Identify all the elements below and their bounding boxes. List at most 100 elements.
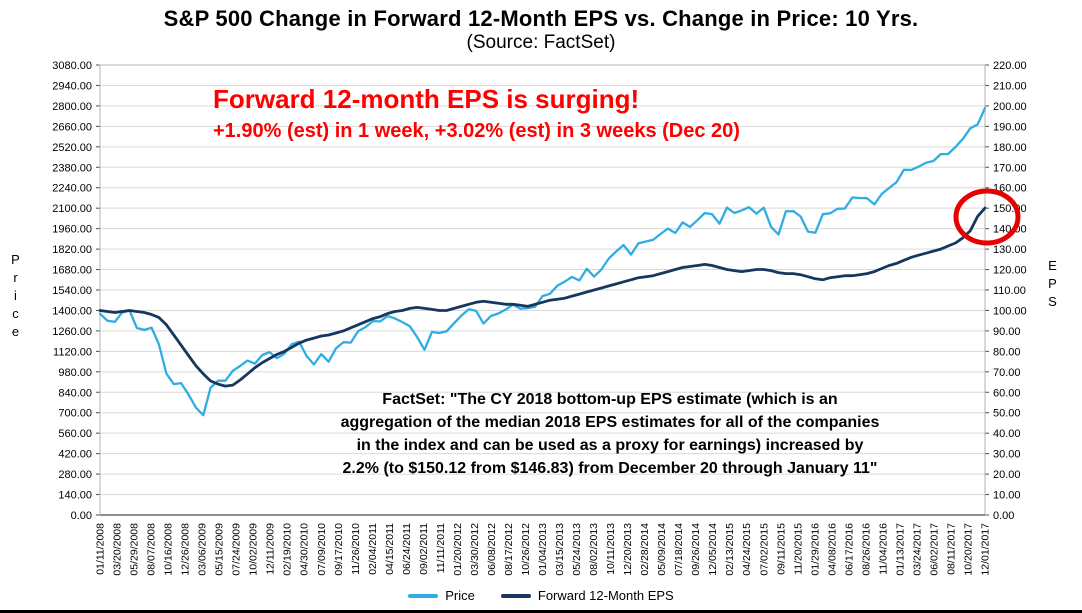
quote-line-4: 2.2% (to $150.12 from $146.83) from Dece… <box>342 460 878 477</box>
svg-text:2660.00: 2660.00 <box>52 121 92 133</box>
svg-text:08/11/2017: 08/11/2017 <box>945 523 957 575</box>
series-lines <box>98 106 987 417</box>
svg-text:04/15/2011: 04/15/2011 <box>384 523 396 575</box>
svg-text:06/08/2012: 06/08/2012 <box>486 523 498 576</box>
svg-text:05/15/2009: 05/15/2009 <box>214 523 226 576</box>
svg-text:01/29/2016: 01/29/2016 <box>809 523 821 576</box>
svg-text:140.00: 140.00 <box>58 490 92 502</box>
svg-text:10/26/2012: 10/26/2012 <box>520 523 532 576</box>
svg-text:04/24/2015: 04/24/2015 <box>741 523 753 576</box>
svg-text:12/01/2017: 12/01/2017 <box>980 523 992 576</box>
annotation-eps-surging: Forward 12-month EPS is surging! <box>213 84 640 114</box>
svg-text:03/15/2013: 03/15/2013 <box>554 523 566 576</box>
svg-text:04/30/2010: 04/30/2010 <box>299 523 311 576</box>
svg-text:210.00: 210.00 <box>993 80 1027 92</box>
svg-text:1260.00: 1260.00 <box>52 326 92 338</box>
legend-item-price: Price <box>408 588 475 603</box>
svg-text:05/29/2008: 05/29/2008 <box>129 523 141 576</box>
svg-text:90.00: 90.00 <box>993 326 1021 338</box>
right-axis-label: EPS <box>1045 258 1060 312</box>
svg-text:20.00: 20.00 <box>993 469 1021 481</box>
svg-text:50.00: 50.00 <box>993 408 1021 420</box>
svg-text:07/24/2009: 07/24/2009 <box>231 523 243 576</box>
svg-text:09/17/2010: 09/17/2010 <box>333 523 345 576</box>
svg-text:1120.00: 1120.00 <box>53 346 92 358</box>
svg-text:30.00: 30.00 <box>993 449 1021 461</box>
svg-text:09/02/2011: 09/02/2011 <box>418 523 430 575</box>
svg-text:12/20/2013: 12/20/2013 <box>622 523 634 576</box>
svg-text:980.00: 980.00 <box>58 367 92 379</box>
svg-text:02/13/2015: 02/13/2015 <box>724 523 736 576</box>
svg-text:420.00: 420.00 <box>58 449 92 461</box>
svg-text:03/20/2008: 03/20/2008 <box>112 523 124 576</box>
svg-text:06/24/2011: 06/24/2011 <box>401 523 413 575</box>
left-axis-ticks: 0.00 140.00 280.00 420.00 560.00 700.00 840.00… <box>52 60 100 522</box>
svg-text:10.00: 10.00 <box>993 490 1021 502</box>
svg-text:0.00: 0.00 <box>71 510 92 522</box>
svg-text:110.00: 110.00 <box>993 285 1026 297</box>
svg-text:200.00: 200.00 <box>993 101 1027 113</box>
svg-text:02/19/2010: 02/19/2010 <box>282 523 294 576</box>
right-axis-ticks: 0.00 10.00 20.00 30.00 40.00 50.00 60.00 70.00 8… <box>985 60 1027 522</box>
svg-text:08/17/2012: 08/17/2012 <box>503 523 515 576</box>
x-axis-ticks: 01/11/2008 03/20/2008 05/29/2008 08/07/2008… <box>95 523 992 576</box>
svg-text:1400.00: 1400.00 <box>52 305 92 317</box>
svg-text:09/26/2014: 09/26/2014 <box>690 523 702 576</box>
svg-text:2520.00: 2520.00 <box>52 142 92 154</box>
svg-text:560.00: 560.00 <box>58 428 92 440</box>
svg-text:1540.00: 1540.00 <box>52 285 92 297</box>
svg-text:2240.00: 2240.00 <box>52 183 92 195</box>
svg-text:180.00: 180.00 <box>993 142 1027 154</box>
svg-text:170.00: 170.00 <box>993 162 1027 174</box>
svg-text:01/20/2012: 01/20/2012 <box>452 523 464 576</box>
svg-text:03/30/2012: 03/30/2012 <box>469 523 481 576</box>
svg-text:12/11/2009: 12/11/2009 <box>265 523 277 575</box>
svg-text:0.00: 0.00 <box>993 510 1014 522</box>
annotation-factset-quote: FactSet: "The CY 2018 bottom-up EPS esti… <box>288 388 932 480</box>
svg-text:02/28/2014: 02/28/2014 <box>639 523 651 576</box>
price-line-swatch <box>408 593 439 598</box>
svg-text:3080.00: 3080.00 <box>52 60 92 72</box>
svg-text:09/11/2015: 09/11/2015 <box>775 523 787 575</box>
svg-text:1680.00: 1680.00 <box>52 265 92 277</box>
svg-text:07/02/2015: 07/02/2015 <box>758 523 770 576</box>
quote-line-1: FactSet: "The CY 2018 bottom-up EPS esti… <box>382 391 838 408</box>
quote-line-2: aggregation of the median 2018 EPS estim… <box>340 414 880 431</box>
svg-text:08/02/2013: 08/02/2013 <box>588 523 600 576</box>
svg-text:06/17/2016: 06/17/2016 <box>843 523 855 576</box>
svg-text:01/11/2008: 01/11/2008 <box>95 523 107 575</box>
svg-text:120.00: 120.00 <box>993 265 1027 277</box>
svg-text:04/08/2016: 04/08/2016 <box>826 523 838 576</box>
svg-text:08/26/2016: 08/26/2016 <box>860 523 872 576</box>
svg-text:10/16/2008: 10/16/2008 <box>163 523 175 576</box>
svg-text:10/20/2017: 10/20/2017 <box>962 523 974 576</box>
svg-text:1820.00: 1820.00 <box>52 244 92 256</box>
legend-item-eps: Forward 12-Month EPS <box>500 588 674 603</box>
svg-text:11/20/2015: 11/20/2015 <box>792 523 804 575</box>
left-axis-label: Price <box>8 252 23 342</box>
svg-text:220.00: 220.00 <box>993 60 1027 72</box>
svg-text:07/09/2010: 07/09/2010 <box>316 523 328 576</box>
svg-text:06/02/2017: 06/02/2017 <box>928 523 940 576</box>
eps-highlight-circle <box>953 188 1021 246</box>
chart-title: S&P 500 Change in Forward 12-Month EPS v… <box>163 6 919 31</box>
svg-text:190.00: 190.00 <box>993 121 1027 133</box>
svg-text:10/02/2009: 10/02/2009 <box>248 523 260 576</box>
eps-highlight <box>953 188 1021 246</box>
svg-text:11/11/2011: 11/11/2011 <box>435 523 447 573</box>
svg-text:03/06/2009: 03/06/2009 <box>197 523 209 576</box>
svg-text:08/07/2008: 08/07/2008 <box>146 523 158 576</box>
svg-text:2940.00: 2940.00 <box>52 80 92 92</box>
svg-text:840.00: 840.00 <box>58 387 92 399</box>
svg-text:80.00: 80.00 <box>993 346 1021 358</box>
svg-text:01/13/2017: 01/13/2017 <box>894 523 906 576</box>
svg-text:11/04/2016: 11/04/2016 <box>877 523 889 575</box>
quote-line-3: in the index and can be used as a proxy … <box>356 437 864 454</box>
svg-text:700.00: 700.00 <box>58 408 92 420</box>
price-line <box>98 106 987 417</box>
svg-text:12/05/2014: 12/05/2014 <box>707 523 719 576</box>
legend: Price Forward 12-Month EPS <box>0 588 1082 603</box>
svg-text:2800.00: 2800.00 <box>52 101 92 113</box>
